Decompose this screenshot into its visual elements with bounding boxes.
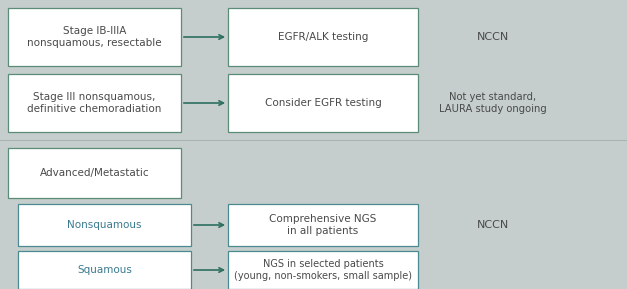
FancyBboxPatch shape — [8, 8, 181, 66]
Text: NCCN: NCCN — [477, 32, 509, 42]
FancyBboxPatch shape — [18, 251, 191, 289]
Text: Squamous: Squamous — [77, 265, 132, 275]
Text: NCCN: NCCN — [477, 220, 509, 230]
FancyBboxPatch shape — [228, 204, 418, 246]
Text: Stage IB-IIIA
nonsquamous, resectable: Stage IB-IIIA nonsquamous, resectable — [27, 26, 162, 48]
Text: Consider EGFR testing: Consider EGFR testing — [265, 98, 381, 108]
FancyBboxPatch shape — [8, 148, 181, 198]
FancyBboxPatch shape — [18, 204, 191, 246]
Text: Nonsquamous: Nonsquamous — [67, 220, 142, 230]
Text: NGS in selected patients
(young, non-smokers, small sample): NGS in selected patients (young, non-smo… — [234, 259, 412, 281]
Text: Stage III nonsquamous,
definitive chemoradiation: Stage III nonsquamous, definitive chemor… — [28, 92, 162, 114]
Text: Comprehensive NGS
in all patients: Comprehensive NGS in all patients — [270, 214, 377, 236]
FancyBboxPatch shape — [228, 8, 418, 66]
Text: Advanced/Metastatic: Advanced/Metastatic — [40, 168, 149, 178]
FancyBboxPatch shape — [8, 74, 181, 132]
Text: EGFR/ALK testing: EGFR/ALK testing — [278, 32, 368, 42]
FancyBboxPatch shape — [228, 251, 418, 289]
Text: Not yet standard,
LAURA study ongoing: Not yet standard, LAURA study ongoing — [439, 92, 547, 114]
FancyBboxPatch shape — [228, 74, 418, 132]
